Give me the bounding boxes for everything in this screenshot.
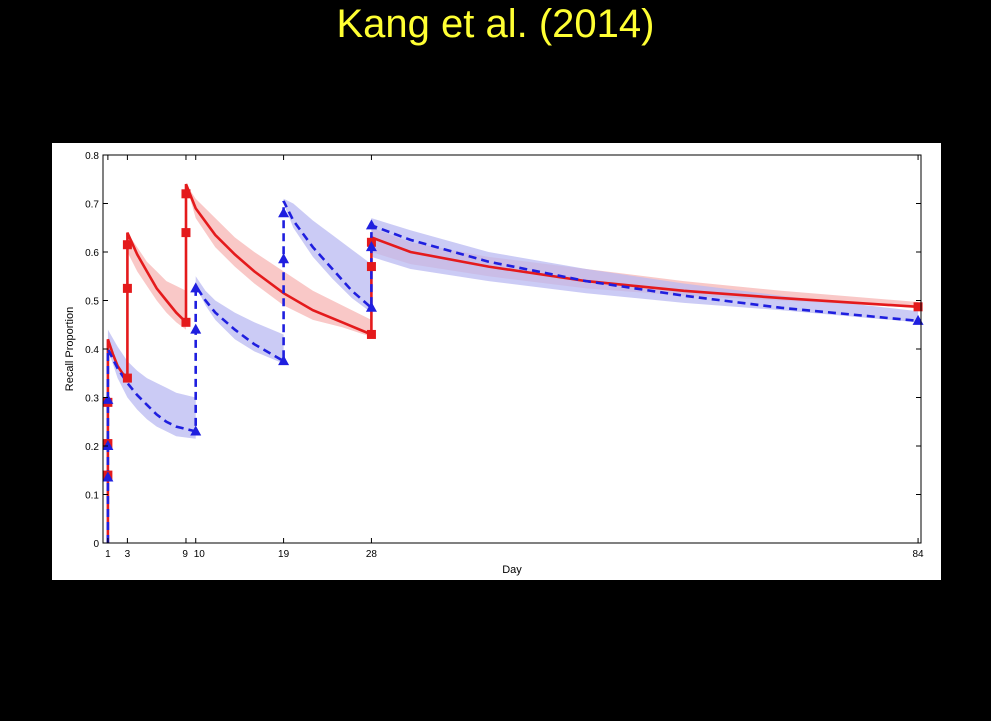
series-0-point	[122, 240, 132, 250]
series-0-point	[181, 228, 191, 238]
chart-panel: 0 0.1 0.2 0.3 0.4 0.5 0.6 0.7 0.8 1 3 9 10 19 28 84 Da…	[52, 143, 941, 580]
y-tick-label: 0.7	[85, 200, 99, 211]
series-1-point	[102, 440, 114, 450]
series-1-point	[278, 253, 290, 264]
series-1-point	[365, 241, 377, 252]
series-0-uncertainty-band	[186, 184, 372, 337]
series-0-point	[366, 262, 376, 272]
series-1-point	[365, 219, 377, 230]
series-1-point	[365, 301, 377, 312]
y-axis-label: Recall Proportion	[64, 307, 76, 391]
x-tick-label: 9	[182, 549, 188, 560]
series-1-point	[190, 425, 202, 436]
y-tick-label: 0	[93, 539, 99, 550]
x-tick-label: 3	[125, 549, 131, 560]
x-axis-ticks: 1 3 9 10 19 28 84	[105, 155, 924, 560]
y-tick-label: 0.2	[85, 442, 99, 453]
x-axis-label: Day	[502, 564, 522, 576]
x-tick-label: 10	[194, 549, 206, 560]
series-1-uncertainty-band	[371, 218, 919, 323]
y-tick-label: 0.4	[85, 345, 99, 356]
y-tick-label: 0.3	[85, 394, 99, 405]
series-0-point	[181, 317, 191, 327]
model-bands	[107, 184, 919, 439]
series-0-point	[122, 283, 132, 293]
series-0-point	[122, 373, 132, 383]
series-0-point	[913, 302, 923, 312]
series-1-point	[278, 207, 290, 218]
series-1-point	[190, 282, 202, 293]
y-tick-label: 0.8	[85, 151, 99, 162]
x-tick-label: 28	[366, 549, 378, 560]
x-tick-label: 1	[105, 549, 111, 560]
y-tick-label: 0.6	[85, 248, 99, 259]
series-1-point	[190, 323, 202, 334]
plot-frame	[102, 154, 922, 544]
series-1-point	[278, 355, 290, 366]
series-1-point	[102, 393, 114, 404]
series-0-point	[181, 189, 191, 199]
series-1-uncertainty-band	[107, 329, 196, 439]
series-1-point	[102, 471, 114, 482]
y-tick-label: 0.5	[85, 297, 99, 308]
y-tick-label: 0.1	[85, 491, 99, 502]
series-0-point	[366, 329, 376, 339]
series-1-uncertainty-band	[283, 198, 372, 313]
x-tick-label: 84	[913, 549, 925, 560]
series-1-uncertainty-band	[195, 276, 284, 364]
y-axis-ticks: 0 0.1 0.2 0.3 0.4 0.5 0.6 0.7 0.8	[85, 151, 921, 550]
slide-title: Kang et al. (2014)	[336, 2, 655, 46]
series-1-line	[106, 200, 919, 543]
recall-chart: 0 0.1 0.2 0.3 0.4 0.5 0.6 0.7 0.8 1 3 9 10 19 28 84 Da…	[64, 151, 924, 576]
x-tick-label: 19	[278, 549, 290, 560]
